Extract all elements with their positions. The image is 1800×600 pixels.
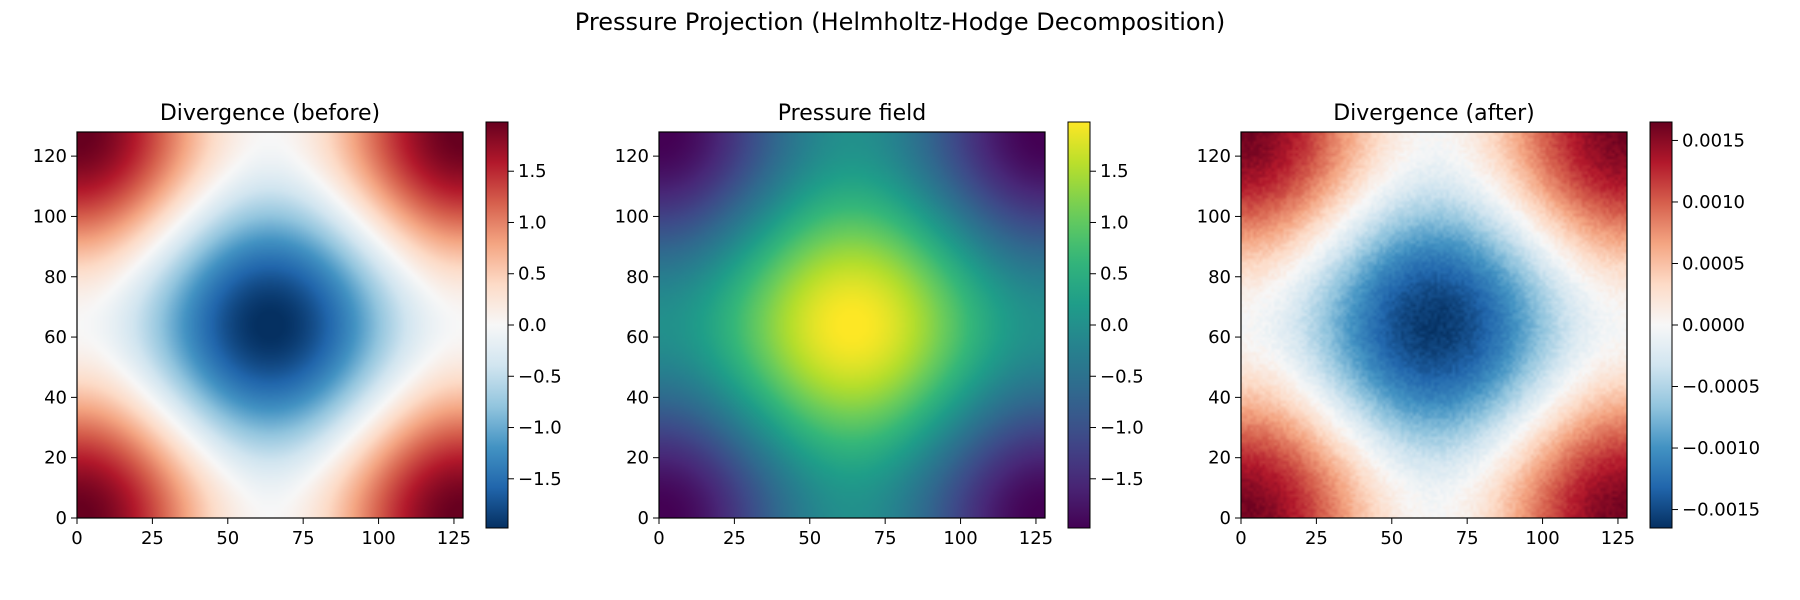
colorbar-tick-label: −0.0005 — [1682, 377, 1760, 398]
x-tick-label: 25 — [723, 528, 746, 549]
y-tick-label: 0 — [56, 508, 67, 529]
y-tick-label: 40 — [626, 387, 649, 408]
axes-frame — [1240, 131, 1628, 519]
y-tick-label: 120 — [1197, 146, 1231, 167]
y-tick-label: 80 — [626, 267, 649, 288]
colorbar-tick-label: −0.5 — [1100, 366, 1144, 387]
panel-3: Divergence (after) 0 25 50 75 100 125 0 20 40 60 80… — [1197, 101, 1760, 549]
y-tick-label: 80 — [44, 267, 67, 288]
y-tick-label: 20 — [626, 448, 649, 469]
x-tick-label: 75 — [1456, 528, 1479, 549]
y-tick-label: 100 — [1197, 206, 1231, 227]
y-tick-label: 100 — [615, 206, 649, 227]
y-tick-label: 40 — [44, 387, 67, 408]
colorbar-tick-label: 0.0000 — [1682, 315, 1745, 336]
y-tick-label: 20 — [44, 448, 67, 469]
colorbar-tick-label: −0.5 — [518, 366, 562, 387]
x-tick-label: 50 — [216, 528, 239, 549]
colorbar-tick-label: −0.0015 — [1682, 500, 1760, 521]
x-tick-label: 0 — [653, 528, 664, 549]
panel-2: Pressure field 0 25 50 75 100 125 0 20 40 60 80 100 1… — [615, 101, 1144, 549]
colorbar-tick-label: 1.5 — [1100, 161, 1129, 182]
heatmap-image — [1241, 132, 1627, 518]
colorbar-tick-label: 1.0 — [1100, 212, 1129, 233]
heatmap-image — [77, 132, 463, 518]
colorbar-tick-label: 1.0 — [518, 212, 547, 233]
colorbar-tick-label: −1.0 — [1100, 418, 1144, 439]
x-tick-label: 75 — [874, 528, 897, 549]
axes-frame — [658, 131, 1046, 519]
colorbar-tick-label: 1.5 — [518, 161, 547, 182]
x-tick-label: 50 — [1380, 528, 1403, 549]
y-tick-label: 0 — [1220, 508, 1231, 529]
panel-1: Divergence (before) 0 25 50 75 100 125 0 20 40 60 8… — [33, 101, 562, 549]
colorbar-tick-label: −1.5 — [518, 469, 562, 490]
panel-title: Divergence (before) — [160, 101, 380, 126]
colorbar-tick-label: 0.0 — [1100, 315, 1129, 336]
colorbar-tick-label: −1.5 — [1100, 469, 1144, 490]
x-tick-label: 100 — [1525, 528, 1559, 549]
colorbar-tick-label: 0.0010 — [1682, 192, 1745, 213]
x-tick-label: 0 — [71, 528, 82, 549]
y-tick-label: 60 — [44, 327, 67, 348]
colorbar-tick-label: −0.0010 — [1682, 438, 1760, 459]
axes-frame — [76, 131, 464, 519]
y-tick-label: 120 — [615, 146, 649, 167]
colorbar — [1068, 122, 1090, 528]
y-tick-label: 80 — [1208, 267, 1231, 288]
colorbar-tick-label: 0.5 — [518, 264, 547, 285]
y-tick-label: 60 — [626, 327, 649, 348]
x-tick-label: 50 — [798, 528, 821, 549]
x-tick-label: 125 — [1601, 528, 1635, 549]
x-tick-label: 125 — [1019, 528, 1053, 549]
colorbar-tick-label: 0.5 — [1100, 264, 1129, 285]
colorbar-tick-label: 0.0 — [518, 315, 547, 336]
colorbar-tick-label: 0.0015 — [1682, 130, 1745, 151]
x-tick-label: 100 — [361, 528, 395, 549]
colorbar-tick-label: 0.0005 — [1682, 253, 1745, 274]
panel-title: Pressure field — [778, 101, 926, 126]
y-tick-label: 40 — [1208, 387, 1231, 408]
y-tick-label: 120 — [33, 146, 67, 167]
y-tick-label: 20 — [1208, 448, 1231, 469]
y-tick-label: 100 — [33, 206, 67, 227]
x-tick-label: 75 — [292, 528, 315, 549]
y-tick-label: 60 — [1208, 327, 1231, 348]
colorbar — [1650, 122, 1672, 528]
colorbar-tick-label: −1.0 — [518, 418, 562, 439]
x-tick-label: 100 — [943, 528, 977, 549]
panel-title: Divergence (after) — [1333, 101, 1535, 126]
colorbar — [486, 122, 508, 528]
heatmap-image — [659, 132, 1045, 518]
figure-suptitle: Pressure Projection (Helmholtz-Hodge Dec… — [575, 8, 1225, 36]
y-tick-label: 0 — [638, 508, 649, 529]
x-tick-label: 0 — [1235, 528, 1246, 549]
x-tick-label: 25 — [141, 528, 164, 549]
x-tick-label: 125 — [437, 528, 471, 549]
x-tick-label: 25 — [1305, 528, 1328, 549]
panels-group: Divergence (before) 0 25 50 75 100 125 0 20 40 60 8… — [33, 101, 1760, 549]
